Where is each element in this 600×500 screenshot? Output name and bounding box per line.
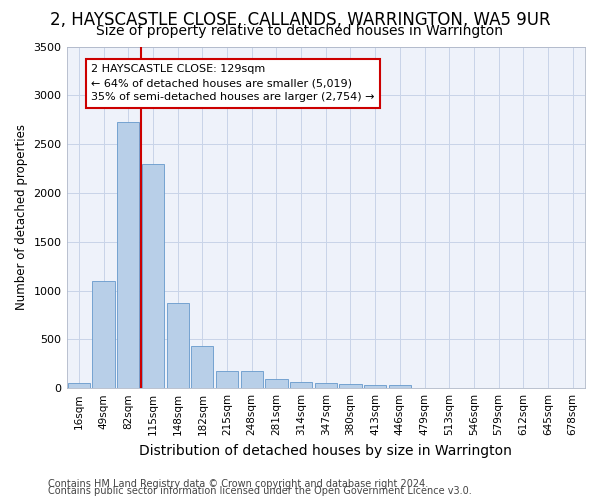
- Bar: [92, 281, 115, 388]
- Text: Size of property relative to detached houses in Warrington: Size of property relative to detached ho…: [97, 24, 503, 38]
- Text: Contains public sector information licensed under the Open Government Licence v3: Contains public sector information licen…: [48, 486, 472, 496]
- Text: Contains HM Land Registry data © Crown copyright and database right 2024.: Contains HM Land Registry data © Crown c…: [48, 479, 428, 489]
- Bar: [314, 383, 337, 388]
- Bar: [364, 385, 386, 388]
- Bar: [216, 371, 238, 388]
- Bar: [142, 164, 164, 388]
- Y-axis label: Number of detached properties: Number of detached properties: [15, 124, 28, 310]
- Bar: [389, 386, 411, 388]
- Bar: [167, 303, 189, 388]
- Text: 2 HAYSCASTLE CLOSE: 129sqm
← 64% of detached houses are smaller (5,019)
35% of s: 2 HAYSCASTLE CLOSE: 129sqm ← 64% of deta…: [91, 64, 375, 102]
- Bar: [68, 384, 90, 388]
- Bar: [265, 380, 287, 388]
- Bar: [191, 346, 214, 388]
- Bar: [340, 384, 362, 388]
- Text: 2, HAYSCASTLE CLOSE, CALLANDS, WARRINGTON, WA5 9UR: 2, HAYSCASTLE CLOSE, CALLANDS, WARRINGTO…: [50, 11, 550, 29]
- Bar: [117, 122, 139, 388]
- X-axis label: Distribution of detached houses by size in Warrington: Distribution of detached houses by size …: [139, 444, 512, 458]
- Bar: [241, 371, 263, 388]
- Bar: [290, 382, 312, 388]
